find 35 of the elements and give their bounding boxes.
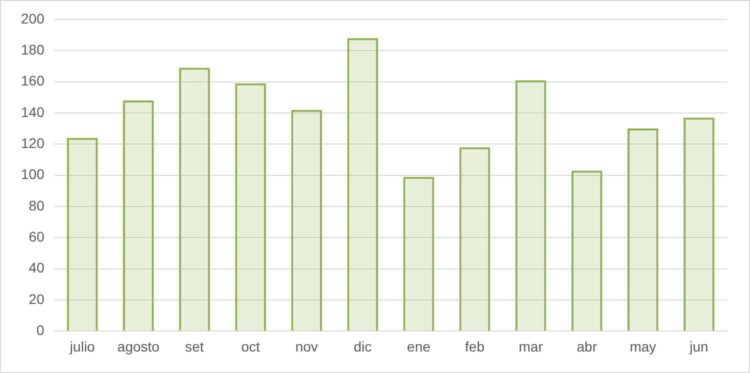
bar [66, 138, 98, 331]
y-tick-label: 180 [21, 41, 45, 58]
x-tick-label: ene [407, 338, 431, 354]
bar [179, 68, 210, 331]
x-tick-label: mar [518, 338, 544, 354]
x-tick-label: dic [354, 338, 372, 354]
y-tick-label: 140 [21, 104, 45, 120]
bar [515, 80, 546, 331]
y-tick-label: 80 [28, 197, 45, 214]
bar [291, 110, 322, 331]
y-tick-label: 160 [21, 72, 45, 89]
bar [235, 83, 266, 331]
x-tick-label: agosto [117, 338, 160, 354]
x-tick-label: may [630, 338, 656, 354]
x-tick-label: feb [465, 338, 485, 354]
bar [347, 38, 378, 331]
y-tick-label: 120 [21, 134, 45, 151]
bar [628, 128, 658, 331]
bar [403, 176, 434, 331]
y-tick-label: 200 [21, 10, 45, 26]
x-tick-label: abr [576, 338, 598, 354]
x-tick-label: oct [241, 338, 260, 354]
x-tick-label: nov [295, 338, 318, 354]
y-tick-label: 40 [28, 260, 45, 276]
bar [459, 147, 490, 331]
y-tick-label: 60 [28, 228, 45, 245]
x-tick-label: julio [68, 338, 96, 354]
bar [684, 118, 714, 331]
x-tick-label: set [185, 338, 204, 354]
bar [571, 170, 602, 331]
x-tick-label: jun [688, 338, 708, 354]
y-tick-label: 20 [28, 290, 45, 307]
bar [123, 100, 154, 331]
y-tick-label: 100 [21, 166, 45, 182]
y-tick-label: 0 [36, 322, 45, 338]
